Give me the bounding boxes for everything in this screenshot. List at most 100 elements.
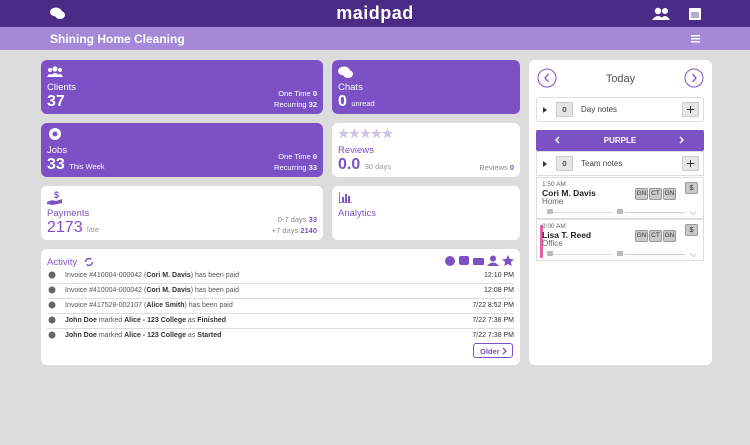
reviews-card[interactable]: Reviews 0.0 30 days Reviews 0 (332, 123, 520, 177)
chevron (502, 347, 507, 355)
analytics-card[interactable]: Analytics (332, 186, 520, 240)
tag: CT (649, 230, 662, 242)
job-time: 1:50 AM (542, 181, 566, 188)
next-team[interactable] (679, 136, 684, 144)
stat-label: Recurring (274, 163, 307, 172)
row-icon (48, 316, 56, 324)
row-icon (48, 271, 56, 279)
top-bar: maidpad (0, 0, 750, 27)
refresh-icon[interactable] (84, 257, 94, 267)
logo: maidpad (336, 3, 414, 23)
tags: GN CT GN (635, 182, 677, 200)
add-note[interactable] (682, 156, 699, 171)
card-unit: unread (351, 99, 375, 108)
card-value: 33 (47, 156, 65, 173)
stat-value: 33 (308, 215, 317, 224)
card-unit: 30 days (364, 162, 391, 171)
activity-time: 12:10 PM (484, 272, 514, 279)
progress-line (553, 212, 613, 213)
card-value: 37 (47, 93, 65, 110)
text-segment: as (185, 332, 198, 339)
add-note[interactable] (682, 102, 699, 117)
job-card[interactable]: 9:00 AM Lisa T. Reed Office GN CT GN $ (536, 219, 704, 261)
text-segment: Alice - 123 College (124, 317, 186, 324)
text-segment: Finished (197, 317, 227, 324)
price-button: $ (685, 182, 698, 194)
svg-text:$: $ (54, 190, 59, 200)
notes-label: Team notes (581, 159, 623, 168)
text-segment: Alice Smith (146, 302, 185, 309)
next-day[interactable] (684, 68, 704, 88)
text-segment: marked (96, 317, 125, 324)
payments-icon: $ (47, 190, 62, 205)
notes-label: Day notes (581, 105, 618, 114)
card-label: Clients (47, 82, 77, 93)
day-notes[interactable]: 0 Day notes (536, 97, 704, 122)
chat-icon[interactable] (50, 7, 66, 20)
tag: GN (663, 188, 676, 200)
tag: GN (635, 188, 648, 200)
analytics-icon (339, 192, 352, 203)
card-label: Jobs (47, 145, 68, 156)
users-icon[interactable] (652, 7, 670, 20)
chats-card[interactable]: Chats 0 unread (332, 60, 520, 114)
job-card[interactable]: 1:50 AM Cori M. Davis Home GN CT GN $ (536, 177, 704, 219)
progress-dot (689, 207, 697, 216)
progress-dot (689, 249, 697, 258)
filter-icons[interactable] (444, 255, 514, 267)
job-color (540, 225, 543, 258)
sub-bar (0, 27, 750, 50)
card-label: Chats (338, 82, 363, 93)
job-client: Lisa T. Reed (542, 230, 592, 240)
progress-line (625, 212, 685, 213)
row-divider (47, 298, 514, 299)
schedule-panel: Today 0 Day notes PURPLE 0 Team notes 1:… (529, 60, 712, 365)
stat-label: Reviews (479, 163, 508, 172)
stat-value: 33 (308, 163, 317, 172)
row-divider (47, 313, 514, 314)
jobs-icon (49, 128, 61, 140)
stars (338, 128, 393, 139)
prev-day[interactable] (537, 68, 557, 88)
activity-text: John Doe marked Alice - 123 College as F… (65, 317, 226, 324)
text-segment: Invoice #410004-000042 ( (65, 272, 147, 279)
row-icon (48, 331, 56, 339)
row-icon (48, 301, 56, 309)
menu-icon[interactable] (691, 35, 700, 43)
text-segment: ) has been paid (184, 302, 233, 309)
prev-team[interactable] (555, 136, 560, 144)
payments-card[interactable]: $ Payments 2173 late 0-7 days 33 +7 days… (41, 186, 323, 240)
text-segment: marked (96, 332, 125, 339)
clients-card[interactable]: Clients 37 One Time 0 Recurring 32 (41, 60, 323, 114)
text-segment: Started (197, 332, 222, 339)
company-name: Shining Home Cleaning (50, 32, 185, 46)
activity-text: Invoice #417528-002107 (Alice Smith) has… (65, 302, 233, 309)
job-time: 9:00 AM (542, 223, 566, 230)
older-button[interactable]: Older (473, 343, 513, 358)
job-place: Home (542, 197, 564, 206)
job-place: Office (542, 239, 563, 248)
team-bar: PURPLE (536, 130, 704, 151)
stat-label: +7 days (271, 226, 299, 235)
text-segment: Invoice #410004-000042 ( (65, 287, 147, 294)
jobs-card[interactable]: Jobs 33 This Week One Time 0 Recurring 3… (41, 123, 323, 177)
notes-count: 0 (556, 156, 573, 171)
activity-text: John Doe marked Alice - 123 College as S… (65, 332, 221, 339)
team-notes[interactable]: 0 Team notes (536, 151, 704, 176)
card-value: 2173 (47, 219, 83, 236)
text-segment: John Doe (65, 317, 97, 324)
activity-title: Activity (47, 257, 78, 268)
row-divider (47, 328, 514, 329)
clients-icon (47, 66, 63, 77)
activity-time: 7/22 7:38 PM (472, 332, 514, 339)
text-segment: ) has been paid (190, 272, 239, 279)
tag: GN (635, 230, 648, 242)
text-segment: Cori M. Davis (146, 287, 191, 294)
card-value: 0 (338, 93, 347, 110)
caret (543, 107, 547, 113)
day-title: Today (605, 73, 636, 85)
activity-panel: Activity Invoice #410004-000042 (Cori M.… (41, 249, 520, 365)
calendar-icon[interactable] (689, 6, 701, 20)
card-unit: This Week (69, 162, 105, 171)
